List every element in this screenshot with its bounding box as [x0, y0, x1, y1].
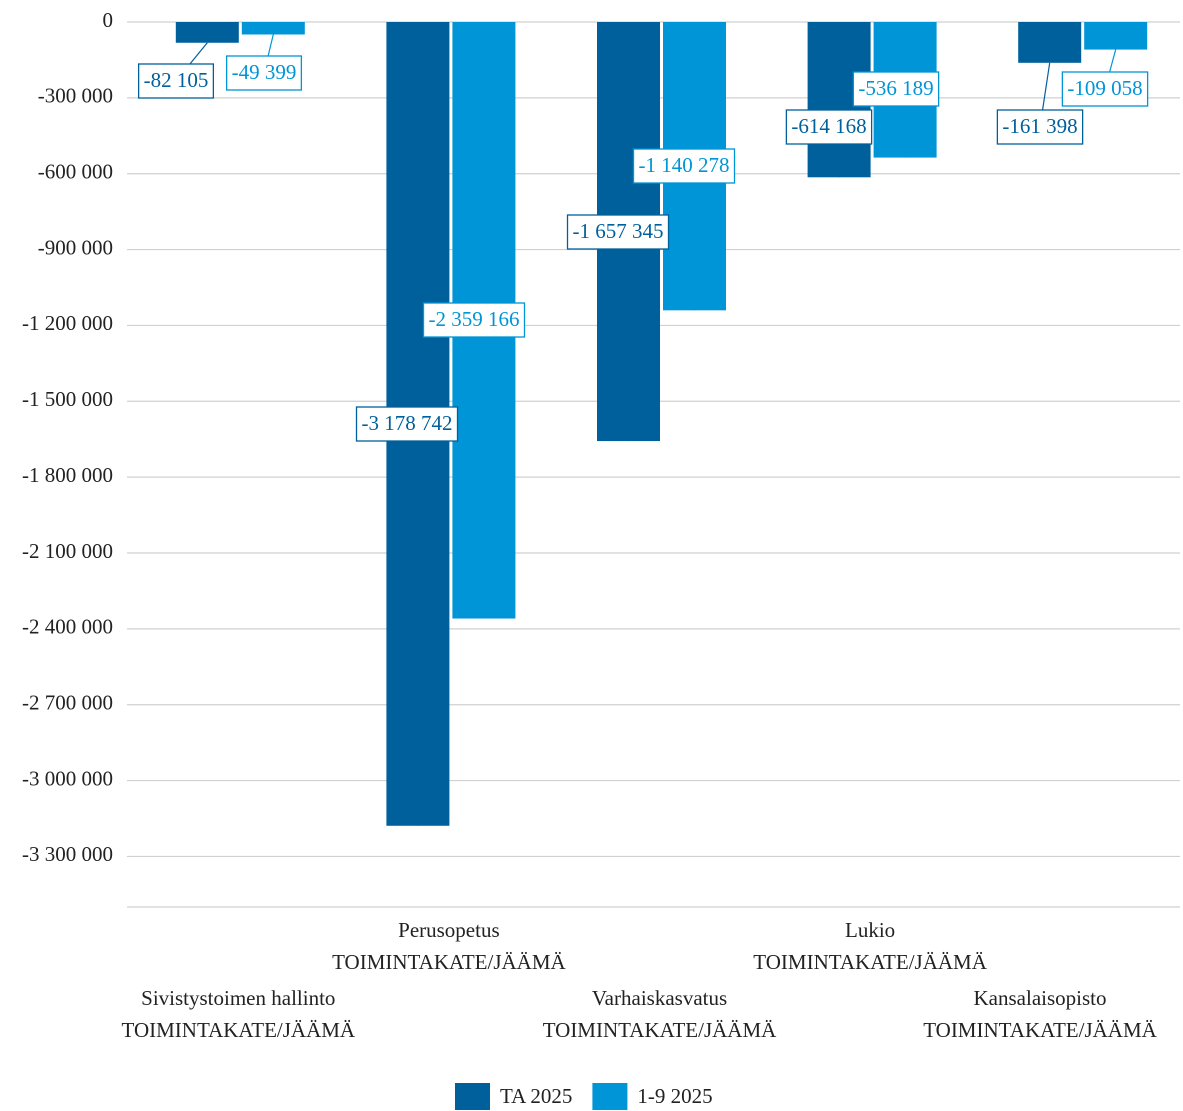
data-label-text: -161 398: [1002, 114, 1077, 138]
bar: [1084, 22, 1148, 50]
data-label-text: -82 105: [144, 68, 209, 92]
legend-label: TA 2025: [500, 1084, 572, 1108]
x-tick-label: TOIMINTAKATE/JÄÄMÄ: [122, 1018, 356, 1042]
x-tick-label: TOIMINTAKATE/JÄÄMÄ: [332, 950, 566, 974]
data-label-box: [225, 55, 303, 91]
data-label-box: [422, 302, 526, 338]
data-label-text: -2 359 166: [429, 307, 520, 331]
leader-line: [617, 231, 630, 442]
x-tick-label: TOIMINTAKATE/JÄÄMÄ: [543, 1018, 777, 1042]
data-label-box: [996, 109, 1084, 145]
data-label-box: [785, 109, 873, 145]
y-tick-label: -2 100 000: [22, 539, 113, 563]
data-label-text: -3 178 742: [362, 411, 453, 435]
data-label-text: -614 168: [791, 114, 866, 138]
y-tick-label: -2 400 000: [22, 615, 113, 639]
data-label-box: [566, 214, 670, 250]
data-label-text: -1 140 278: [639, 153, 730, 177]
y-tick-label: 0: [103, 8, 114, 32]
data-label-text: -49 399: [232, 60, 297, 84]
data-label: -1 140 278: [632, 148, 736, 184]
data-label: -49 399: [225, 55, 303, 91]
data-label: -536 189: [852, 71, 940, 107]
data-label-text: -1 657 345: [573, 219, 664, 243]
y-tick-label: -1 800 000: [22, 463, 113, 487]
data-label-box: [355, 406, 459, 442]
leader-line: [473, 319, 485, 619]
legend-label: 1-9 2025: [637, 1084, 712, 1108]
bar: [1018, 22, 1082, 63]
data-label: -1 657 345: [566, 214, 670, 250]
data-label-box: [1061, 71, 1149, 107]
y-tick-label: -900 000: [38, 235, 113, 259]
y-tick-label: -300 000: [38, 84, 113, 108]
data-label-box: [137, 63, 215, 99]
bar: [241, 22, 305, 35]
x-tick-label: Sivistystoimen hallinto: [141, 986, 335, 1010]
data-label: -161 398: [996, 109, 1084, 145]
x-tick-label: TOIMINTAKATE/JÄÄMÄ: [753, 950, 987, 974]
x-tick-label: Varhaiskasvatus: [592, 986, 727, 1010]
data-label: -614 168: [785, 109, 873, 145]
y-tick-label: -3 300 000: [22, 842, 113, 866]
data-label: -2 359 166: [422, 302, 526, 338]
leader-line: [406, 423, 419, 826]
x-tick-label: Kansalaisopisto: [974, 986, 1107, 1010]
data-label: -3 178 742: [355, 406, 459, 442]
x-tick-label: Lukio: [845, 918, 895, 942]
data-label-text: -536 189: [858, 76, 933, 100]
y-tick-label: -2 700 000: [22, 691, 113, 715]
leader-line: [683, 165, 696, 311]
data-label-box: [632, 148, 736, 184]
y-tick-label: -600 000: [38, 160, 113, 184]
y-tick-label: -1 200 000: [22, 311, 113, 335]
y-tick-label: -1 500 000: [22, 387, 113, 411]
data-label: -109 058: [1061, 71, 1149, 107]
data-label-text: -109 058: [1067, 76, 1142, 100]
x-tick-label: Perusopetus: [398, 918, 500, 942]
legend-swatch: [455, 1083, 490, 1110]
legend-swatch: [592, 1083, 628, 1110]
bar: [175, 22, 239, 43]
x-tick-label: TOIMINTAKATE/JÄÄMÄ: [923, 1018, 1157, 1042]
data-label: -82 105: [137, 63, 215, 99]
y-tick-label: -3 000 000: [22, 766, 113, 790]
data-label-box: [852, 71, 940, 107]
